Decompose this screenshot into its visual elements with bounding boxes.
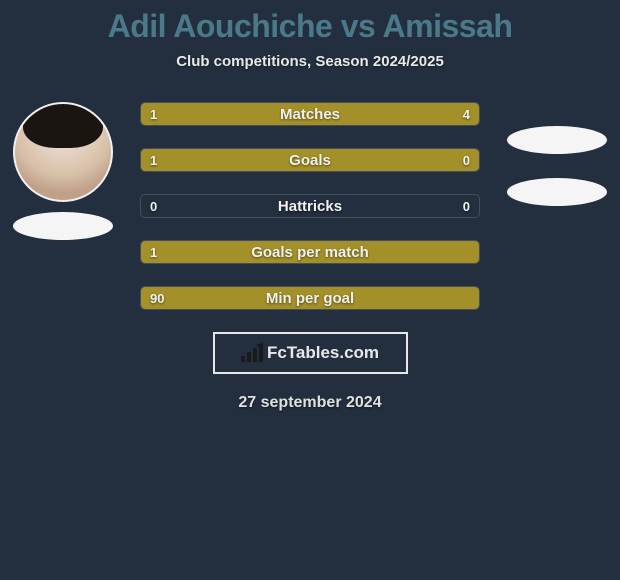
- stat-bar-value-left: 1: [150, 149, 157, 171]
- player-left-column: [8, 102, 118, 240]
- stat-bar-label: Matches: [141, 103, 479, 125]
- stat-bar-value-right: 4: [463, 103, 470, 125]
- stat-bar-label: Hattricks: [141, 195, 479, 217]
- stat-bar-row: Hattricks0 0: [140, 194, 480, 218]
- stat-bar-row: Matches1 4: [140, 102, 480, 126]
- stat-bar-value-left: 0: [150, 195, 157, 217]
- stat-bar-value-left: 90: [150, 287, 164, 309]
- fctables-logo: FcTables.com: [213, 332, 408, 374]
- stat-bars: Matches14Goals10Hattricks00Goals per mat…: [140, 102, 480, 310]
- stat-bar-row: Goals1 0: [140, 148, 480, 172]
- comparison-date: 27 september 2024: [0, 394, 620, 412]
- stat-bar-label: Goals per match: [141, 241, 479, 263]
- player-right-club-badge-2: [507, 178, 607, 206]
- stat-bar-value-right: 0: [463, 149, 470, 171]
- stat-bar-label: Min per goal: [141, 287, 479, 309]
- stat-bar-value-left: 1: [150, 241, 157, 263]
- player-right-club-badge-1: [507, 126, 607, 154]
- comparison-title: Adil Aouchiche vs Amissah: [0, 0, 620, 45]
- stat-bar-row: Goals per match1: [140, 240, 480, 264]
- comparison-content: Matches14Goals10Hattricks00Goals per mat…: [0, 102, 620, 412]
- stat-bar-value-right: 0: [463, 195, 470, 217]
- stat-bar-value-left: 1: [150, 103, 157, 125]
- player-left-club-badge: [13, 212, 113, 240]
- stat-bar-row: Min per goal90: [140, 286, 480, 310]
- bar-chart-icon: [241, 344, 263, 362]
- logo-text: FcTables.com: [267, 343, 379, 363]
- comparison-subtitle: Club competitions, Season 2024/2025: [0, 53, 620, 70]
- player-left-avatar: [13, 102, 113, 202]
- player-right-column: [502, 102, 612, 206]
- stat-bar-label: Goals: [141, 149, 479, 171]
